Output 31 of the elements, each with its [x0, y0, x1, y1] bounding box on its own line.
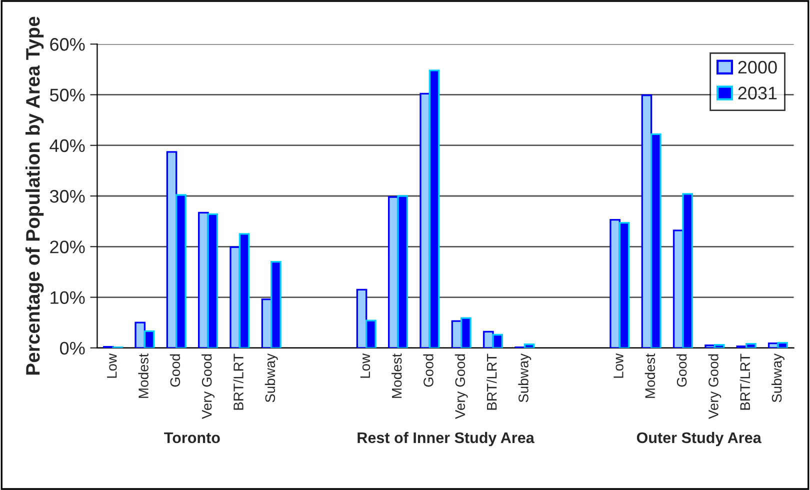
y-tick-label: 50% [50, 88, 85, 102]
y-tick-label: 40% [50, 139, 85, 152]
x-tick-label: Low [107, 353, 117, 378]
x-tick-label: Subway [264, 353, 278, 402]
x-tick-label: Good [676, 354, 687, 387]
text: Outer Study Area [636, 432, 762, 446]
legend-label: 2000 [738, 60, 777, 74]
legend-label: 2031 [738, 86, 777, 100]
x-tick-label: BRT/LRT [486, 354, 497, 410]
text: Toronto [164, 432, 220, 444]
x-tick-label: Good [423, 354, 434, 387]
y-tick-label: 10% [50, 291, 85, 304]
y-tick-label: 60% [50, 38, 85, 51]
x-tick-label: Very Good [202, 354, 214, 420]
x-tick-label: Low [614, 353, 624, 378]
x-tick-label: Modest [644, 354, 656, 398]
x-tick-label: Good [170, 354, 180, 387]
x-tick-label: Subway [518, 353, 532, 402]
x-tick-label: Modest [392, 354, 402, 398]
text: Rest of Inner Study Area [358, 432, 534, 446]
x-tick-label: Modest [138, 354, 148, 398]
x-tick-label: BRT/LRT [233, 354, 244, 410]
y-tick-label: 30% [50, 190, 85, 203]
x-tick-label: Very Good [454, 354, 468, 420]
x-tick-label: Low [360, 353, 370, 378]
y-tick-label: 0% [60, 342, 85, 355]
x-tick-label: Very Good [708, 354, 722, 420]
y-axis-title: Percentage of Population by Area Type [25, 16, 44, 375]
x-tick-label: BRT/LRT [740, 354, 750, 410]
x-tick-label: Subway [771, 353, 784, 402]
y-tick-label: 20% [50, 240, 85, 254]
